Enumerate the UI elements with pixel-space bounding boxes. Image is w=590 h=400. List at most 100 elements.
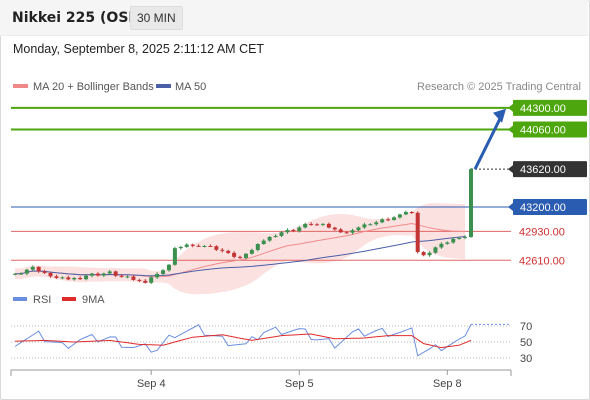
candle-body xyxy=(267,236,272,241)
candle-body xyxy=(84,275,89,280)
x-tick-label: Sep 8 xyxy=(433,378,462,390)
candle-body xyxy=(107,271,112,274)
candle-body xyxy=(297,227,302,232)
candle-body xyxy=(137,279,142,281)
candle-body xyxy=(392,217,397,220)
candle-body xyxy=(202,246,207,248)
candle-body xyxy=(143,280,148,283)
level-label-box xyxy=(513,199,587,216)
candle-body xyxy=(421,251,426,256)
candle-body xyxy=(220,249,225,251)
credit-text: Research © 2025 Trading Central xyxy=(417,81,581,93)
candle-body xyxy=(397,214,402,218)
report-datetime: Monday, September 8, 2025 2:11:12 AM CET xyxy=(13,42,265,56)
candles xyxy=(13,167,473,284)
candle-body xyxy=(149,277,154,283)
candle-body xyxy=(285,230,290,233)
candle-body xyxy=(66,277,71,280)
level-label: 44060.00 xyxy=(520,124,566,136)
candle-body xyxy=(196,245,201,247)
candle-body xyxy=(113,271,118,276)
level-label: 43620.00 xyxy=(520,164,566,176)
candle-body xyxy=(161,270,166,274)
rsi-level-label: 50 xyxy=(520,337,532,349)
candle-body xyxy=(439,243,444,248)
candle-body xyxy=(18,273,23,275)
candle-body xyxy=(243,253,248,258)
level-label-pointer xyxy=(508,103,513,112)
rsi-ma-legend-swatch xyxy=(62,297,76,301)
ma50-legend-swatch xyxy=(156,84,171,88)
candle-body xyxy=(95,273,100,276)
candle-body xyxy=(232,252,237,257)
candle-body xyxy=(445,242,450,244)
level-label: 43200.00 xyxy=(520,202,566,214)
candle-body xyxy=(155,273,160,278)
candle-body xyxy=(368,224,373,226)
candle-body xyxy=(320,223,325,225)
candle-body xyxy=(380,219,385,223)
candle-body xyxy=(238,256,243,258)
rsi-ma-legend-label: 9MA xyxy=(82,294,105,306)
candle-body xyxy=(24,269,29,274)
candle-body xyxy=(332,227,337,230)
forecast-arrow-shaft xyxy=(473,114,504,170)
candle-body xyxy=(255,244,260,250)
candle-body xyxy=(166,264,171,271)
candle-body xyxy=(214,246,219,250)
level-label: 42930.00 xyxy=(519,226,565,238)
level-label: 42610.00 xyxy=(519,255,565,267)
level-label-pointer xyxy=(508,125,513,134)
timeframe-badge[interactable]: 30 MIN xyxy=(130,6,183,30)
level-label-pointer xyxy=(508,203,513,212)
candle-body xyxy=(356,227,361,231)
bollinger-bands xyxy=(15,203,466,295)
x-tick-label: Sep 4 xyxy=(137,378,166,390)
candle-body xyxy=(48,272,53,277)
candle-body xyxy=(42,271,47,273)
candle-body xyxy=(30,266,35,270)
level-label: 44300.00 xyxy=(520,103,566,115)
rsi-level-label: 30 xyxy=(520,353,532,365)
x-tick-label: Sep 5 xyxy=(285,378,314,390)
candle-body xyxy=(338,229,343,233)
price-levels xyxy=(11,106,511,261)
rsi-legend-label: RSI xyxy=(33,294,51,306)
candle-body xyxy=(403,212,408,215)
candle-body xyxy=(78,278,83,280)
rsi-legend-swatch xyxy=(13,297,27,301)
candle-body xyxy=(178,246,183,249)
level-label-box xyxy=(513,161,587,178)
candle-body xyxy=(60,277,65,279)
candle-body xyxy=(101,273,106,276)
ma50-legend-label: MA 50 xyxy=(175,81,206,93)
candle-body xyxy=(125,276,130,278)
candle-body xyxy=(54,276,59,278)
rsi-ma-line xyxy=(14,333,472,349)
candle-body xyxy=(131,276,136,280)
bollinger-band-fill xyxy=(15,203,466,295)
candle-body xyxy=(344,232,349,234)
candle-body xyxy=(291,230,296,232)
candle-body xyxy=(273,235,278,237)
bollinger-legend-swatch xyxy=(13,84,28,88)
candle-body xyxy=(13,273,17,275)
candle-body xyxy=(279,232,284,236)
candle-body xyxy=(386,219,391,221)
rsi-level-label: 70 xyxy=(520,321,532,333)
level-label-box xyxy=(513,121,587,138)
candle-body xyxy=(190,244,195,246)
candle-body xyxy=(433,247,438,253)
candle-body xyxy=(303,223,308,228)
candle-body xyxy=(451,238,456,243)
candle-body xyxy=(184,244,189,247)
candle-body xyxy=(374,222,379,225)
candle-body xyxy=(36,266,41,272)
candle-body xyxy=(119,275,124,277)
candle-body xyxy=(457,237,462,239)
level-label-box xyxy=(513,99,587,116)
candle-body xyxy=(172,248,177,265)
candle-body xyxy=(415,212,420,252)
